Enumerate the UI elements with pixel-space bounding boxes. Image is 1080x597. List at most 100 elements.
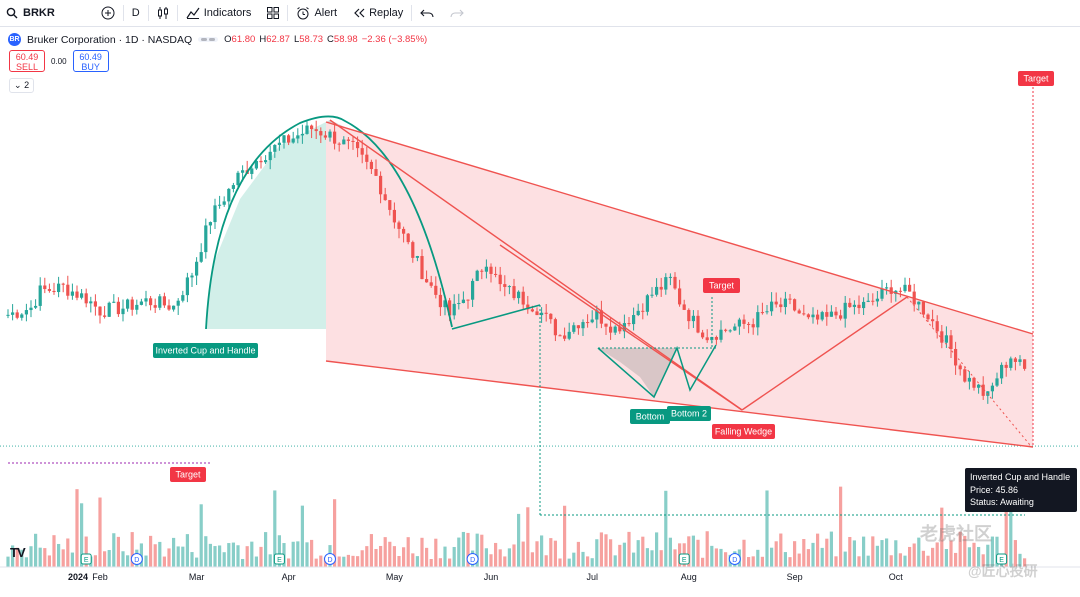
event-marker: D <box>728 553 741 565</box>
candle-body <box>1018 359 1022 362</box>
candle-body <box>659 286 663 290</box>
bottom-label-text: Bottom <box>636 412 665 422</box>
volume-bar <box>259 546 263 567</box>
volume-bar <box>535 541 539 567</box>
volume-bar <box>199 504 203 567</box>
candle-body <box>687 309 691 322</box>
candle-body <box>678 288 682 305</box>
volume-bar <box>664 490 668 567</box>
cup-arc <box>205 115 453 330</box>
volume-bar <box>434 538 438 567</box>
volume-bar <box>52 535 56 567</box>
layouts-button[interactable] <box>259 0 287 26</box>
candle-body <box>857 304 861 309</box>
wedge-target-dotted <box>906 296 1031 446</box>
volume-bar <box>103 551 107 567</box>
interval-button[interactable]: D <box>124 0 148 26</box>
volume-bar <box>862 536 866 567</box>
candle-body <box>967 377 971 382</box>
earnings-marker <box>273 553 285 565</box>
volume-bar <box>517 513 521 567</box>
price-chart[interactable]: Inverted Cup and Handle Bottom Bottom 2 Fal… <box>0 27 1080 597</box>
time-axis-tick: Oct <box>889 572 904 582</box>
volume-bar <box>236 545 240 567</box>
undo-button[interactable] <box>412 0 442 26</box>
compare-symbol-button[interactable] <box>93 0 123 26</box>
volume-bar <box>590 558 594 567</box>
target-label-bottom-text: Target <box>709 281 735 291</box>
volume-bar <box>949 540 953 567</box>
candle-body <box>158 296 162 308</box>
candle-body <box>811 314 815 318</box>
volume-bar <box>839 486 843 567</box>
volume-bar <box>489 554 493 567</box>
toolbar-divider <box>287 5 289 21</box>
candle-body <box>793 299 797 311</box>
indicators-collapse-button[interactable]: ⌄ 2 <box>9 78 35 93</box>
volume-bar <box>820 547 824 567</box>
candle-body <box>429 282 433 286</box>
volume-bar <box>273 490 277 567</box>
candle-body <box>130 299 134 310</box>
candle-body <box>737 319 741 327</box>
volume-bar <box>889 555 893 567</box>
volume-bar <box>742 539 746 567</box>
candle-body <box>112 301 116 303</box>
time-axis-tick: Sep <box>787 572 803 582</box>
volume-bar <box>480 534 484 567</box>
volume-bar <box>305 542 309 567</box>
candle-body <box>972 377 976 388</box>
volume-bar <box>627 531 631 567</box>
symbol-title[interactable]: Bruker Corporation · 1D · NASDAQ <box>27 33 193 46</box>
volume-bar <box>544 555 548 567</box>
volume-bar <box>797 553 801 567</box>
candle-body <box>126 299 130 309</box>
volume-bar <box>466 532 470 567</box>
volume-bar <box>540 535 544 567</box>
volume-bar <box>751 556 755 567</box>
candle-body <box>448 300 452 316</box>
volume-bar <box>553 540 557 567</box>
candle-body <box>291 138 295 143</box>
symbol-search-button[interactable]: BRKR <box>0 0 63 26</box>
candle-body <box>208 222 212 226</box>
candle-body <box>185 277 189 296</box>
volume-bar <box>448 558 452 567</box>
chart-type-button[interactable] <box>149 0 177 26</box>
volume-bar <box>604 534 608 567</box>
target-label-cup-bg <box>170 467 206 482</box>
sell-button[interactable]: 60.49 SELL <box>9 50 45 72</box>
volume-bar <box>977 546 981 567</box>
toolbar-divider <box>176 5 178 21</box>
candle-body <box>843 302 847 319</box>
candle-body <box>162 296 166 306</box>
volume-bar <box>475 533 479 567</box>
buy-button[interactable]: 60.49 BUY <box>72 50 109 72</box>
alarm-clock-icon <box>297 7 310 20</box>
candle-body <box>360 148 364 155</box>
candle-body <box>806 314 810 318</box>
volume-bar <box>402 547 406 567</box>
volume-bar <box>866 555 870 567</box>
volume-bar <box>319 555 323 567</box>
wedge-lower-line <box>325 360 1034 448</box>
candle-body <box>825 312 829 317</box>
tooltip-status: Status: Awaiting <box>970 497 1034 507</box>
alert-button[interactable]: Alert <box>288 0 345 26</box>
candle-body <box>949 335 953 349</box>
volume-bar <box>1004 506 1008 567</box>
volume-bar <box>222 552 226 567</box>
candle-body <box>995 378 999 386</box>
legend-visibility-toggle[interactable] <box>198 37 219 42</box>
replay-button[interactable]: Replay <box>345 0 411 26</box>
candle-body <box>526 304 530 310</box>
indicators-button[interactable]: Indicators <box>178 0 260 26</box>
volume-bar <box>20 549 24 567</box>
redo-button[interactable] <box>442 0 472 26</box>
target-label-cup-text: Target <box>175 470 201 480</box>
volume-bar <box>425 547 429 567</box>
dividend-marker <box>130 553 143 565</box>
event-marker: E <box>678 553 690 565</box>
volume-bar <box>931 547 935 567</box>
volume-bar <box>793 541 797 567</box>
